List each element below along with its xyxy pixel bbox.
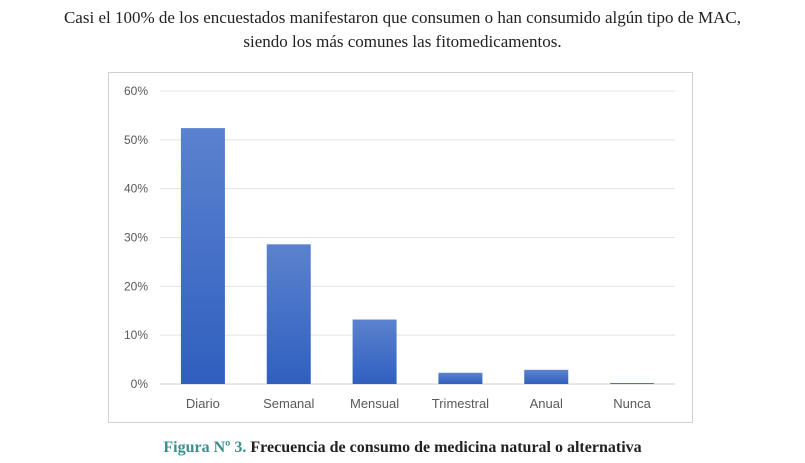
y-tick-label: 10% [124, 328, 148, 342]
bar-trimestral [438, 372, 483, 384]
x-tick-label: Mensual [350, 396, 399, 411]
figure-title: Frecuencia de consumo de medicina natura… [246, 439, 642, 456]
y-tick-label: 40% [124, 182, 148, 196]
bar-semanal [266, 244, 311, 384]
y-tick-label: 30% [124, 231, 148, 245]
intro-line-1: Casi el 100% de los encuestados manifest… [63, 8, 742, 27]
intro-line-2: siendo los más comunes las fitomedicamen… [243, 32, 562, 51]
bar-anual [524, 369, 569, 384]
intro-paragraph: Casi el 100% de los encuestados manifest… [0, 6, 805, 54]
bar-diario [180, 128, 225, 384]
figure-caption: Figura Nº 3. Frecuencia de consumo de me… [0, 439, 805, 457]
bar-mensual [352, 319, 397, 384]
y-tick-label: 60% [124, 84, 148, 98]
chart-frame [108, 72, 693, 423]
y-tick-label: 50% [124, 133, 148, 147]
bar-nunca [610, 383, 655, 385]
y-tick-label: 0% [131, 377, 149, 391]
x-tick-label: Semanal [263, 396, 314, 411]
x-tick-label: Trimestral [432, 396, 489, 411]
figure-label: Figura Nº 3. [163, 439, 247, 456]
x-tick-label: Nunca [613, 396, 651, 411]
x-tick-label: Diario [186, 396, 220, 411]
x-tick-label: Anual [530, 396, 563, 411]
y-tick-label: 20% [124, 279, 148, 293]
